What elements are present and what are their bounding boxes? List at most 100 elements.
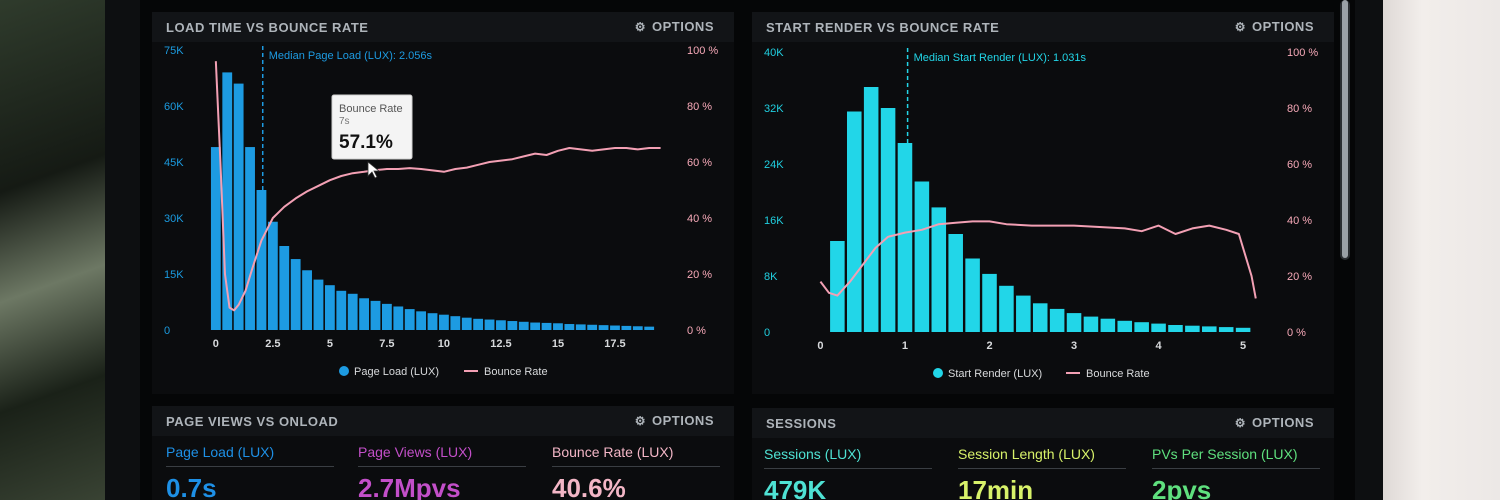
panel-title: SESSIONS bbox=[766, 416, 837, 431]
bar bbox=[553, 323, 563, 330]
bar bbox=[336, 290, 347, 330]
y2-tick-label: 20 % bbox=[687, 269, 712, 281]
y2-tick-label: 20 % bbox=[1287, 271, 1312, 283]
bar bbox=[1117, 320, 1133, 332]
options-label: OPTIONS bbox=[1251, 19, 1314, 34]
bar bbox=[210, 147, 221, 330]
sessions-panel-header: SESSIONS ⚙ OPTIONS bbox=[752, 408, 1334, 438]
gear-icon: ⚙ bbox=[634, 20, 646, 34]
bar bbox=[1235, 327, 1251, 332]
bar bbox=[267, 221, 278, 330]
stat-value: 479K bbox=[764, 475, 827, 500]
bar bbox=[1032, 303, 1048, 332]
y-tick-label: 8K bbox=[764, 271, 778, 283]
options-button[interactable]: ⚙ OPTIONS bbox=[1235, 415, 1314, 433]
scrollbar[interactable] bbox=[1340, 0, 1350, 260]
options-button[interactable]: ⚙ OPTIONS bbox=[635, 19, 714, 37]
median-label: Median Page Load (LUX): 2.056s bbox=[269, 50, 433, 62]
start-render-panel: START RENDER VS BOUNCE RATE ⚙ OPTIONS 0 8K… bbox=[752, 12, 1334, 394]
tooltip-title: Bounce Rate bbox=[339, 103, 403, 115]
bar bbox=[931, 207, 947, 332]
y-tick-label: 75K bbox=[164, 45, 184, 57]
y2-tick-label: 0 % bbox=[687, 325, 706, 337]
start-render-chart: 0 8K 16K 24K 32K 40K 0 % 20 % 40 % 60 % 80 % 100 % 0… bbox=[764, 47, 1318, 380]
panel-title: PAGE VIEWS VS ONLOAD bbox=[166, 414, 339, 429]
y2-tick-label: 80 % bbox=[1287, 103, 1312, 115]
bar bbox=[846, 111, 862, 332]
bar bbox=[347, 293, 358, 330]
stat-pvs-per-session: PVs Per Session (LUX) 2pvs bbox=[1152, 446, 1320, 500]
bar bbox=[1185, 325, 1200, 332]
load-time-chart: 0 15K 30K 45K 60K 75K 0 % 20 % 40 % 60 % 80 % 100 %… bbox=[164, 45, 718, 378]
stat-page-load: Page Load (LUX) 0.7s bbox=[166, 444, 334, 500]
options-button[interactable]: ⚙ OPTIONS bbox=[635, 413, 714, 431]
load-time-panel-header: LOAD TIME VS BOUNCE RATE ⚙ OPTIONS bbox=[152, 12, 734, 42]
gear-icon: ⚙ bbox=[634, 414, 646, 428]
bar bbox=[381, 303, 392, 330]
x-tick-label: 7.5 bbox=[379, 338, 394, 350]
bar bbox=[948, 234, 963, 332]
page-views-panel-header: PAGE VIEWS VS ONLOAD ⚙ OPTIONS bbox=[152, 406, 734, 436]
options-button[interactable]: ⚙ OPTIONS bbox=[1235, 19, 1314, 37]
page-views-panel: PAGE VIEWS VS ONLOAD ⚙ OPTIONS Page Load … bbox=[152, 406, 734, 500]
stat-value: 2pvs bbox=[1152, 475, 1212, 500]
y2-tick-label: 60 % bbox=[687, 157, 712, 169]
sessions-stats: Sessions (LUX) 479K Session Length (LUX)… bbox=[764, 446, 1324, 500]
bar bbox=[279, 246, 290, 330]
panel-title: LOAD TIME VS BOUNCE RATE bbox=[166, 20, 369, 35]
bar bbox=[999, 285, 1014, 332]
bar bbox=[1066, 313, 1082, 332]
bar bbox=[587, 324, 598, 330]
y-tick-label: 30K bbox=[164, 213, 184, 225]
stat-label: Page Load (LUX) bbox=[166, 444, 334, 467]
gear-icon: ⚙ bbox=[1234, 20, 1246, 34]
bar bbox=[496, 320, 506, 330]
bar bbox=[324, 285, 335, 330]
bar bbox=[965, 258, 980, 332]
stat-value: 17min bbox=[958, 475, 1034, 500]
bar bbox=[370, 300, 381, 330]
x-tick-label: 4 bbox=[1156, 340, 1163, 352]
stat-sessions: Sessions (LUX) 479K bbox=[764, 446, 932, 500]
options-label: OPTIONS bbox=[651, 19, 714, 34]
bar bbox=[644, 326, 655, 330]
bar bbox=[564, 324, 575, 330]
y-tick-label: 16K bbox=[764, 215, 784, 227]
gear-icon: ⚙ bbox=[1234, 416, 1246, 430]
bar bbox=[507, 321, 518, 330]
bar bbox=[632, 326, 643, 330]
y-tick-label: 15K bbox=[164, 269, 184, 281]
stat-value: 0.7s bbox=[166, 473, 217, 500]
bar bbox=[1168, 325, 1183, 332]
background-wall bbox=[1370, 0, 1500, 500]
bounce-rate-line bbox=[819, 220, 1257, 299]
x-tick-label: 5 bbox=[327, 338, 333, 350]
bar bbox=[897, 143, 913, 332]
y-tick-label: 45K bbox=[164, 157, 184, 169]
bar bbox=[1151, 323, 1166, 332]
bar bbox=[1016, 295, 1031, 332]
stat-label: Page Views (LUX) bbox=[358, 444, 526, 467]
bar bbox=[914, 181, 930, 332]
tooltip-value: 57.1% bbox=[339, 132, 393, 153]
bar bbox=[450, 316, 461, 330]
bar bbox=[1083, 316, 1099, 332]
bar bbox=[302, 270, 312, 330]
bar bbox=[1218, 327, 1234, 332]
stat-label: Session Length (LUX) bbox=[958, 446, 1126, 469]
stat-session-length: Session Length (LUX) 17min bbox=[958, 446, 1126, 500]
scrollbar-thumb[interactable] bbox=[1342, 0, 1348, 258]
legend-label-bars: Start Render (LUX) bbox=[948, 368, 1042, 380]
x-tick-label: 17.5 bbox=[604, 338, 625, 350]
bar bbox=[530, 322, 541, 330]
bar bbox=[404, 309, 415, 330]
bar bbox=[233, 83, 244, 330]
y-tick-label: 40K bbox=[764, 47, 784, 59]
legend-swatch-bars bbox=[933, 368, 943, 378]
bar bbox=[982, 273, 997, 332]
x-tick-label: 3 bbox=[1071, 340, 1077, 352]
options-label: OPTIONS bbox=[651, 413, 714, 428]
x-tick-label: 2.5 bbox=[265, 338, 280, 350]
y2-tick-label: 0 % bbox=[1287, 327, 1306, 339]
bar bbox=[359, 298, 369, 330]
